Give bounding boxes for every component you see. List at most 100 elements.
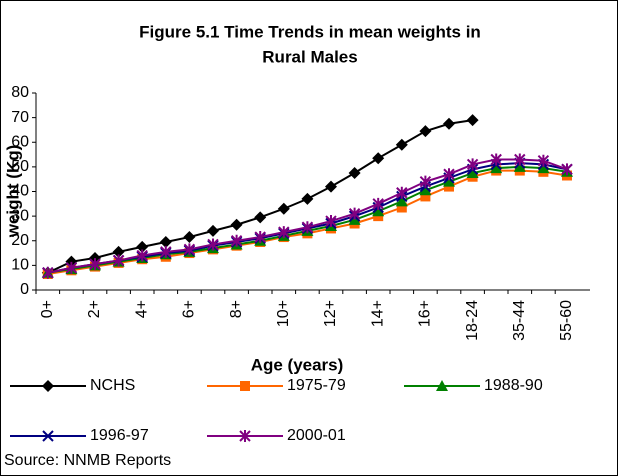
data-point (278, 226, 290, 239)
data-point (325, 215, 337, 228)
data-point (136, 240, 149, 253)
marker-part (443, 117, 455, 130)
marker-part (443, 168, 455, 181)
marker-part (514, 153, 526, 166)
data-point (443, 117, 455, 130)
data-point (301, 192, 314, 205)
data-point (372, 197, 384, 210)
legend-label: 1988-90 (484, 377, 543, 394)
marker-part (419, 125, 432, 138)
x-tick-label: 18-24 (464, 300, 481, 341)
marker-part (207, 238, 219, 251)
marker-part (348, 207, 361, 220)
legend-label: 2000-01 (287, 427, 346, 444)
data-point (89, 258, 101, 271)
data-point (112, 245, 125, 258)
data-point (419, 125, 432, 138)
y-tick-label: 0 (20, 281, 29, 298)
marker-part (183, 231, 196, 244)
data-point (466, 114, 479, 127)
marker-part (420, 191, 431, 202)
marker-part (325, 180, 337, 193)
x-tick-label: 16+ (417, 300, 434, 327)
y-axis-title: weight (Kg) (3, 145, 22, 239)
x-tick-label: 55-60 (558, 300, 575, 341)
y-tick-label: 30 (11, 207, 29, 224)
marker-part (537, 162, 550, 174)
y-tick-label: 60 (11, 133, 29, 150)
marker-part (537, 154, 550, 167)
x-tick-label: 4+ (133, 300, 150, 318)
data-point (514, 153, 526, 166)
marker-part (396, 202, 407, 213)
data-point (466, 167, 479, 179)
marker-part (89, 258, 101, 271)
data-point (159, 235, 172, 248)
data-point (419, 184, 432, 196)
marker-part (112, 254, 125, 267)
marker-part (513, 160, 526, 172)
marker-part (372, 152, 385, 165)
marker-part (183, 243, 196, 256)
data-point (537, 154, 550, 167)
marker-part (372, 197, 384, 210)
legend-marker (239, 430, 251, 442)
data-point (207, 238, 219, 251)
data-point (183, 243, 196, 256)
y-tick-label: 40 (11, 183, 29, 200)
marker-part (42, 430, 54, 442)
legend-marker (42, 430, 54, 442)
marker-part (419, 175, 432, 188)
data-point (443, 175, 455, 187)
marker-part (254, 231, 266, 244)
y-tick-label: 20 (11, 232, 29, 249)
data-point (513, 160, 526, 172)
marker-part (278, 226, 290, 239)
data-point (419, 175, 432, 188)
chart-title: Rural Males (262, 47, 357, 66)
marker-part (490, 153, 502, 166)
marker-part (419, 184, 432, 196)
marker-part (42, 266, 54, 279)
legend-label: 1975-79 (287, 377, 346, 394)
marker-part (395, 195, 408, 207)
x-tick-label: 6+ (181, 300, 198, 318)
marker-part (325, 215, 337, 228)
data-point (561, 163, 573, 176)
data-point (301, 221, 314, 234)
marker-part (230, 218, 243, 231)
marker-part (239, 430, 251, 442)
x-tick-label: 14+ (369, 300, 386, 327)
marker-part (466, 114, 479, 127)
marker-part (348, 167, 361, 180)
marker-part (240, 381, 250, 391)
data-point (136, 249, 148, 262)
marker-part (207, 224, 219, 237)
legend-label: 1996-97 (90, 427, 149, 444)
data-point (207, 224, 219, 237)
marker-part (254, 211, 267, 224)
marker-part (42, 380, 54, 392)
data-point (372, 205, 385, 217)
marker-part (466, 167, 479, 179)
y-tick-label: 80 (11, 84, 29, 101)
data-point (230, 234, 243, 247)
data-point (372, 152, 385, 165)
marker-part (395, 138, 408, 151)
legend-marker (436, 380, 448, 391)
source-note: Source: NNMB Reports (4, 452, 171, 469)
data-point (395, 195, 408, 207)
legend-marker (42, 380, 54, 392)
chart-title: Figure 5.1 Time Trends in mean weights i… (139, 22, 481, 41)
marker-part (301, 221, 314, 234)
y-tick-label: 10 (11, 257, 29, 274)
marker-part (112, 245, 125, 258)
marker-part (159, 235, 172, 248)
data-point (254, 211, 267, 224)
marker-part (466, 158, 479, 171)
data-point (42, 266, 54, 279)
legend-label: NCHS (90, 377, 135, 394)
marker-part (372, 205, 385, 217)
x-axis-title: Age (years) (251, 355, 344, 374)
